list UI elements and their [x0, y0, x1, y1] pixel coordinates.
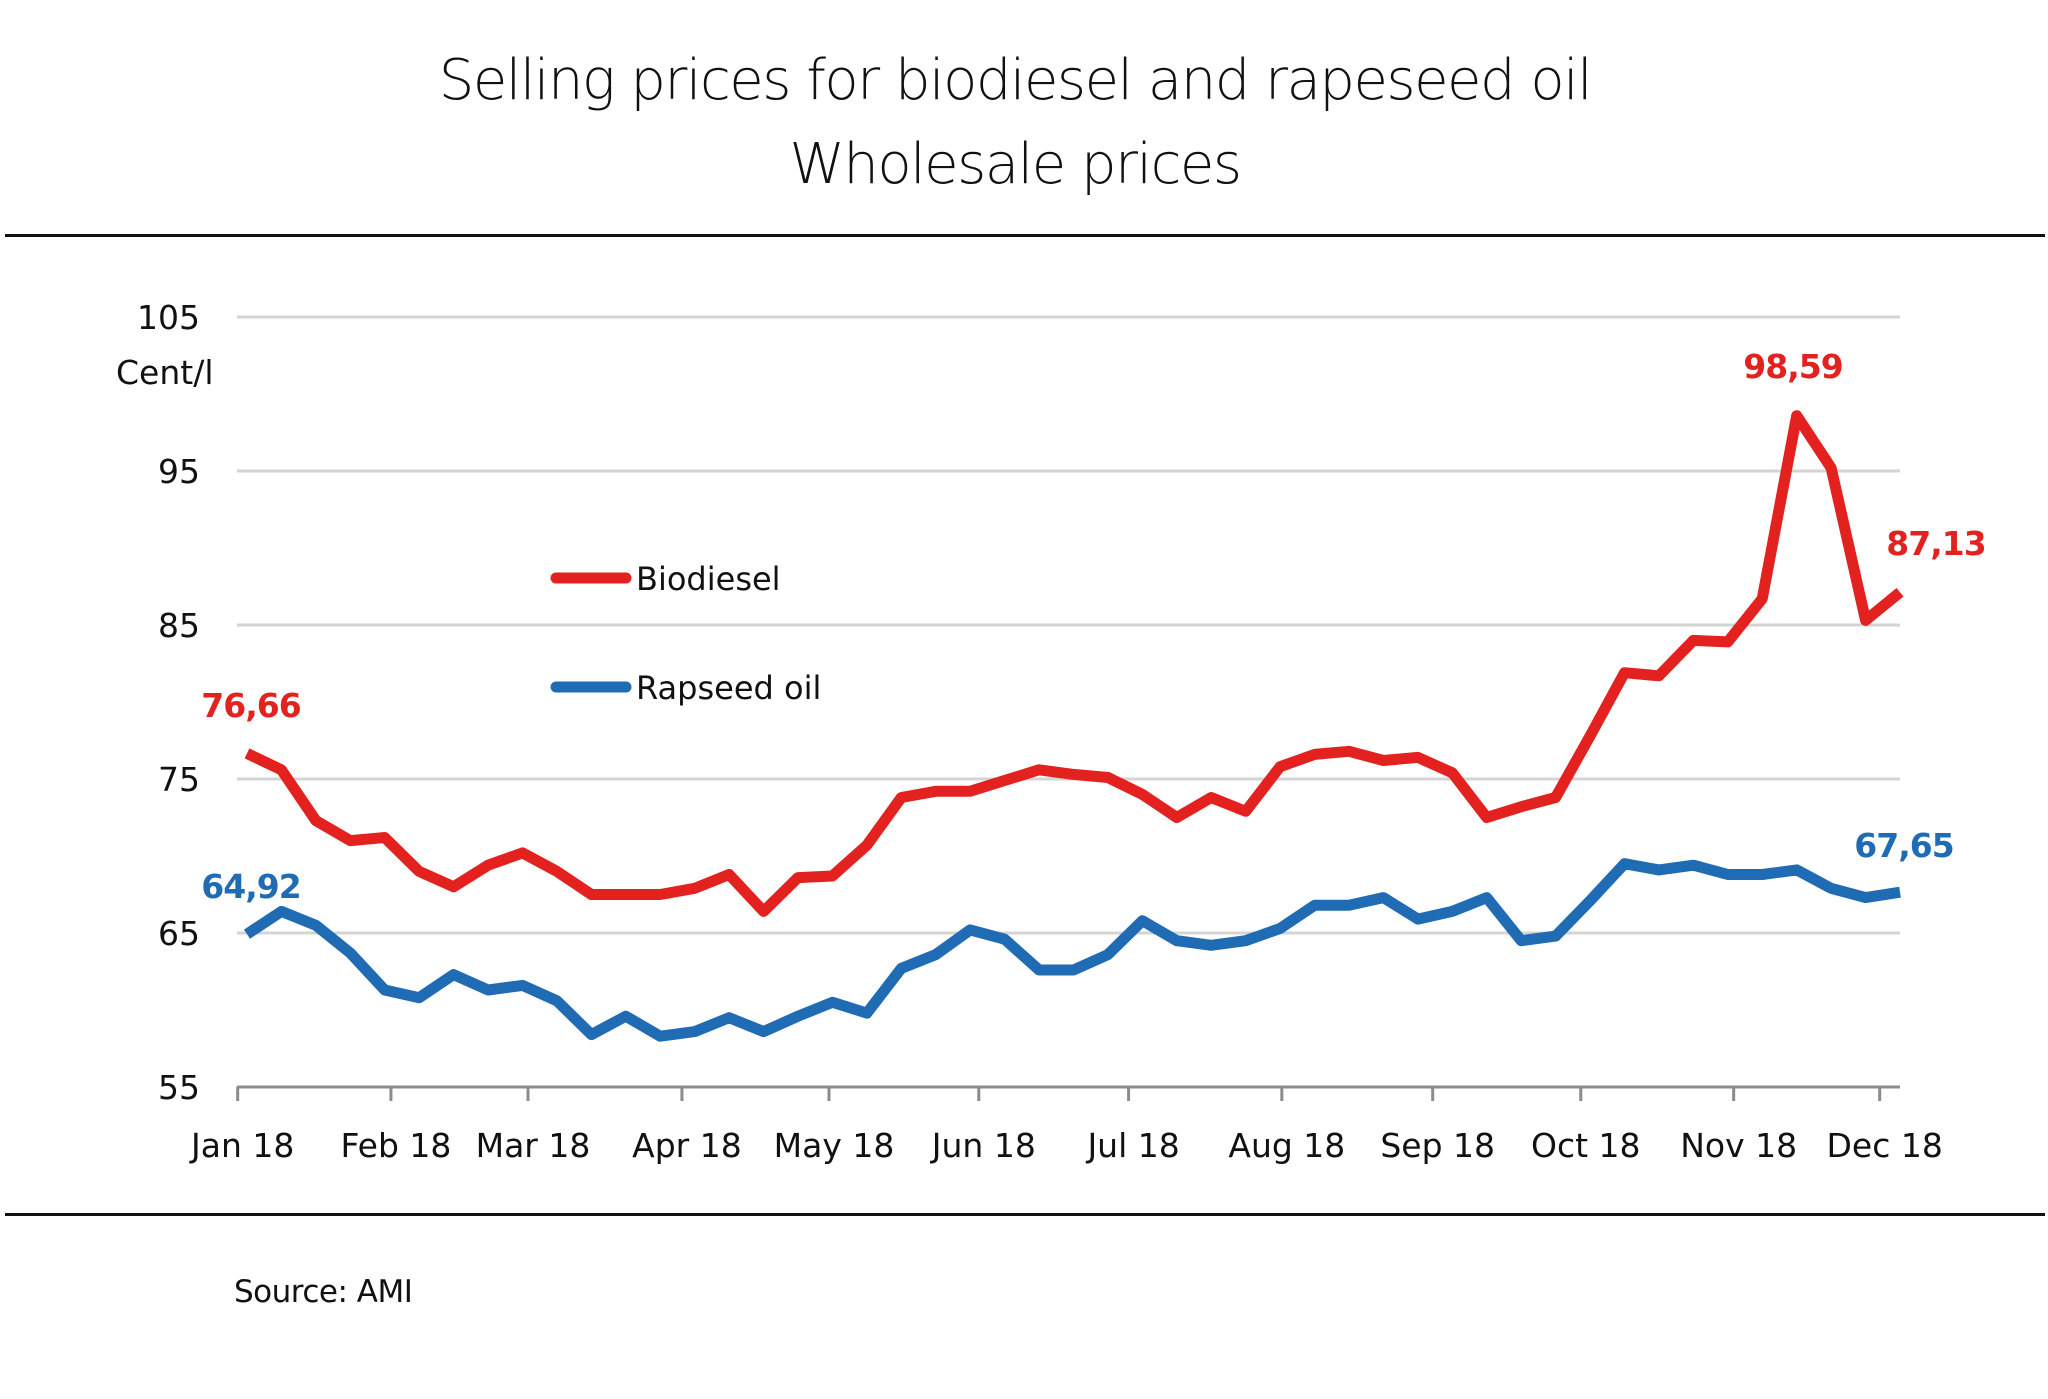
chart-title: Selling prices for biodiesel and rapesee… — [438, 48, 1593, 113]
x-tick-label: Nov 18 — [1680, 1126, 1797, 1165]
data-labels: 76,66 98,59 87,13 64,92 67,65 — [201, 347, 1986, 906]
x-tick-label: Mar 18 — [476, 1126, 591, 1165]
x-tick-label: Sep 18 — [1380, 1126, 1495, 1165]
legend-label: Biodiesel — [636, 560, 781, 598]
top-divider — [5, 234, 2045, 237]
series-line-biodiesel — [244, 410, 1904, 917]
data-label: 76,66 — [201, 686, 300, 725]
x-tick-label: Jun 18 — [930, 1126, 1036, 1165]
x-tick-label: Apr 18 — [632, 1126, 742, 1165]
x-axis: Jan 18 Feb 18 Mar 18 Apr 18 May 18 Jun 18 Jul … — [189, 1085, 1943, 1165]
series-lines — [243, 410, 1904, 1042]
y-axis-unit-label: Cent/l — [116, 353, 214, 392]
x-tick-label: Aug 18 — [1228, 1126, 1345, 1165]
series-line-rapseed-oil — [243, 858, 1901, 1042]
y-tick-label: 65 — [158, 914, 200, 953]
gridlines — [237, 315, 1900, 935]
y-tick-label: 95 — [158, 452, 200, 491]
y-tick-label: 105 — [137, 298, 200, 337]
y-axis: 55 65 75 85 95 105 — [137, 298, 200, 1107]
y-tick-label: 85 — [158, 606, 200, 645]
x-tick-label: Jan 18 — [189, 1126, 294, 1165]
data-label: 67,65 — [1854, 826, 1953, 865]
legend: Biodiesel Rapseed oil — [550, 560, 821, 707]
x-tick-label: May 18 — [774, 1126, 895, 1165]
x-tick-label: Oct 18 — [1531, 1126, 1641, 1165]
source-note: Source: AMI — [234, 1274, 413, 1310]
data-label: 64,92 — [201, 867, 300, 906]
chart-subtitle: Wholesale prices — [789, 132, 1243, 197]
bottom-divider — [5, 1213, 2045, 1216]
y-tick-label: 75 — [158, 760, 200, 799]
x-tick-label: Dec 18 — [1827, 1126, 1943, 1165]
data-label: 87,13 — [1886, 524, 1985, 563]
x-tick-label: Feb 18 — [340, 1126, 451, 1165]
legend-label: Rapseed oil — [636, 669, 821, 707]
data-label: 98,59 — [1743, 347, 1842, 386]
y-tick-label: 55 — [158, 1068, 200, 1107]
x-tick-label: Jul 18 — [1085, 1126, 1179, 1165]
